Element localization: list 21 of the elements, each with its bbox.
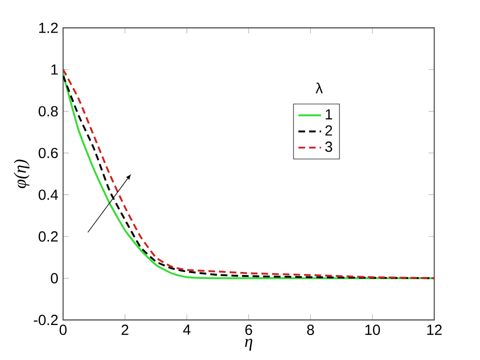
y-tick-label: 0.6 (38, 148, 58, 158)
y-tick-label: 1.2 (39, 22, 58, 33)
legend-label: 1 (326, 109, 332, 120)
y-tick-label: -0.2 (34, 314, 58, 326)
x-axis-title: η (245, 338, 252, 351)
x-tick-label: 12 (427, 324, 442, 335)
y-tick-label: 0.2 (38, 231, 58, 242)
x-tick-label: 6 (245, 324, 252, 335)
x-tick-label: 4 (183, 324, 190, 335)
x-tick-label: 0 (60, 324, 67, 335)
legend-label: 2 (325, 125, 332, 136)
y-tick-label: 0.4 (38, 190, 58, 200)
legend-label: 3 (325, 142, 332, 152)
y-axis-title: φ(η) (14, 160, 30, 188)
legend-title: λ (316, 82, 323, 94)
x-tick-label: 10 (365, 324, 380, 335)
y-tick-label: 0 (50, 273, 58, 284)
y-tick-label: 1 (51, 64, 58, 75)
y-tick-label: 0.8 (38, 106, 58, 116)
x-tick-label: 8 (307, 324, 314, 335)
x-tick-label: 2 (122, 324, 128, 335)
